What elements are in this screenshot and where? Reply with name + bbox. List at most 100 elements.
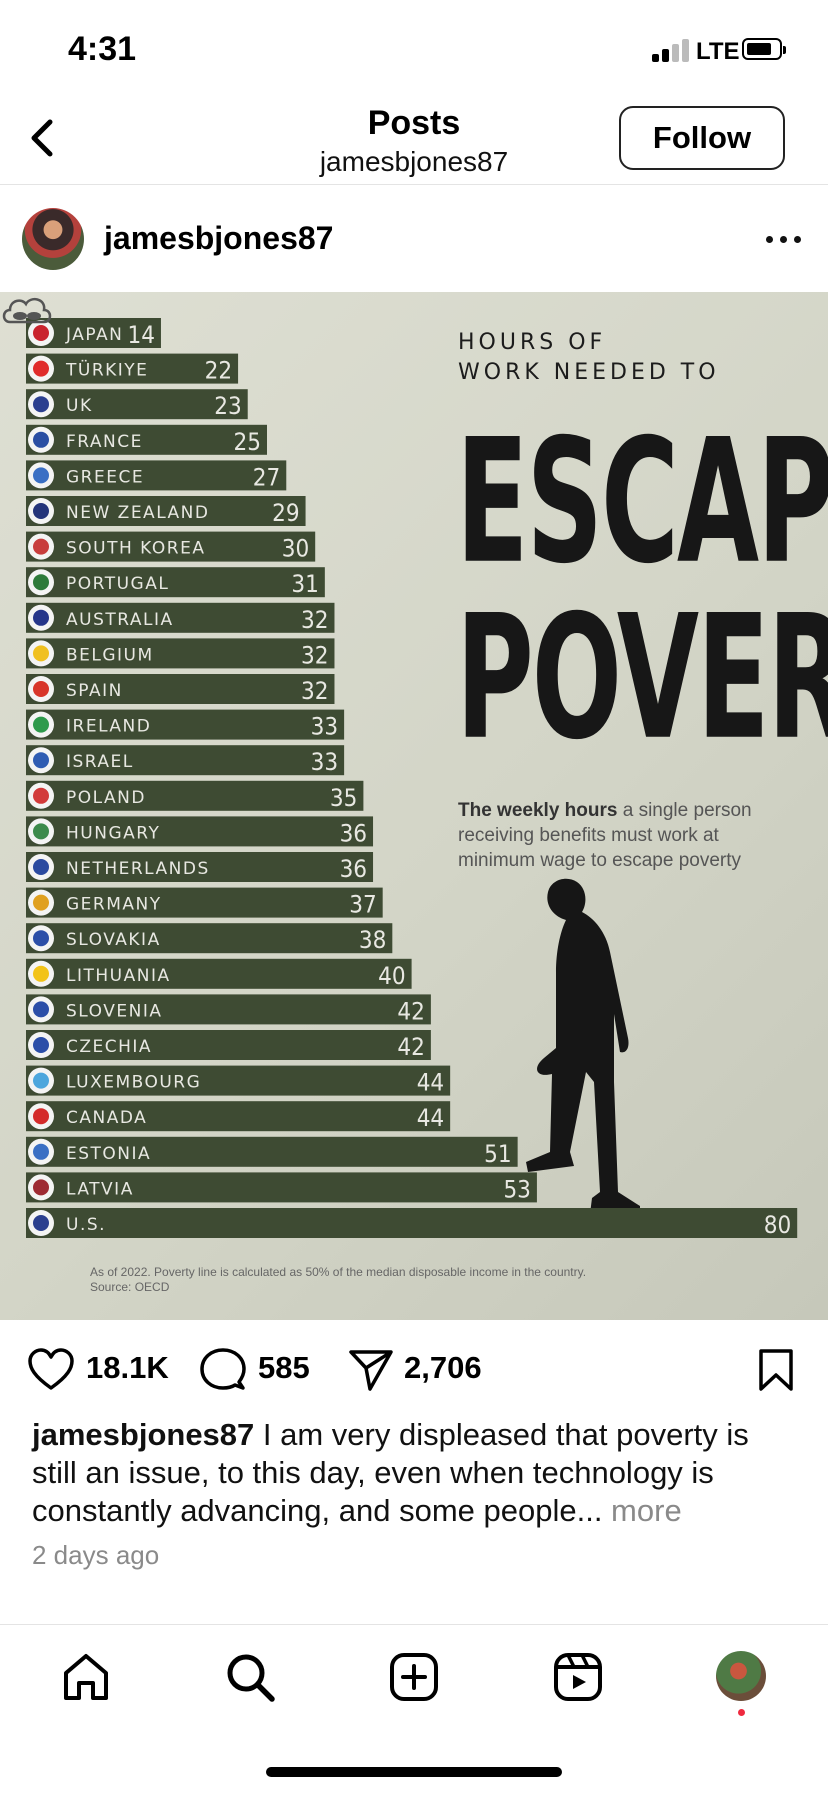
status-bar: 4:31 LTE — [0, 0, 828, 100]
flag-color-mark — [33, 574, 49, 591]
flag-color-mark — [33, 894, 49, 911]
value-label: 44 — [417, 1069, 444, 1097]
poster-heading-line2: WORK NEEDED TO — [458, 360, 720, 385]
value-label: 22 — [205, 357, 232, 385]
category-label: GREECE — [66, 467, 144, 487]
bar — [26, 994, 431, 1025]
value-label: 42 — [397, 1033, 424, 1061]
bar — [26, 496, 306, 526]
caption-username[interactable]: jamesbjones87 — [32, 1417, 255, 1452]
bar-row: BELGIUM 32 — [26, 638, 335, 669]
flag-color-mark — [33, 859, 49, 875]
category-label: U.S. — [66, 1215, 106, 1235]
flag-color-mark — [33, 930, 49, 947]
value-label: 37 — [349, 891, 376, 919]
flag-color-mark — [33, 1179, 49, 1196]
bar-row: SLOVAKIA 38 — [26, 923, 393, 954]
flag-color-mark — [33, 787, 49, 804]
poster-footnote: As of 2022. Poverty line is calculated a… — [90, 1265, 586, 1295]
shares-count[interactable]: 2,706 — [404, 1350, 482, 1385]
more-options-icon[interactable] — [766, 236, 802, 244]
bar-row: NEW ZEALAND 29 — [26, 496, 306, 527]
bar-row: CANADA 44 — [26, 1101, 451, 1132]
category-label: GERMANY — [66, 895, 162, 915]
bar-row: JAPAN 14 — [26, 318, 161, 349]
bar — [26, 531, 316, 562]
value-label: 25 — [234, 428, 261, 456]
category-label: SOUTH KOREA — [66, 539, 205, 559]
flag-color-mark — [33, 538, 49, 555]
post-timestamp: 2 days ago — [32, 1540, 160, 1570]
bar-chart: JAPAN 14 TÜRKIYE 22 UK 23 FRANCE 25 GREECE 27 NEW … — [26, 318, 798, 1239]
bar-row: AUSTRALIA 32 — [26, 602, 335, 634]
heart-icon[interactable] — [28, 1348, 74, 1392]
category-label: SPAIN — [66, 681, 123, 701]
bar-row: POLAND 35 — [26, 780, 364, 812]
bar — [26, 709, 345, 740]
flag-color-mark — [33, 1108, 49, 1125]
value-label: 30 — [282, 535, 309, 563]
page-title: Posts — [367, 104, 461, 142]
flag-color-mark — [33, 1001, 49, 1018]
bar — [26, 1030, 431, 1060]
likes-count[interactable]: 18.1K — [86, 1350, 169, 1385]
back-chevron-icon[interactable] — [22, 116, 66, 160]
category-label: CZECHIA — [66, 1037, 152, 1057]
share-icon[interactable] — [348, 1348, 394, 1392]
bar — [26, 1136, 518, 1167]
comments-count[interactable]: 585 — [258, 1350, 310, 1385]
home-icon[interactable] — [60, 1651, 112, 1703]
cloud-logo-icon — [2, 297, 52, 324]
value-label: 53 — [503, 1175, 530, 1203]
bar — [26, 602, 335, 633]
value-label: 35 — [330, 784, 357, 812]
poster-heading: HOURS OF WORK NEEDED TO — [458, 328, 720, 388]
category-label: NETHERLANDS — [66, 859, 210, 879]
follow-button[interactable]: Follow — [619, 106, 785, 170]
bar-row: GERMANY 37 — [26, 887, 383, 919]
comment-icon[interactable] — [200, 1348, 246, 1392]
poster-note-line2: Source: OECD — [90, 1280, 170, 1294]
create-icon[interactable] — [388, 1651, 440, 1703]
search-icon[interactable] — [224, 1651, 276, 1703]
category-label: POLAND — [66, 788, 146, 808]
page-subtitle: jamesbjones87 — [319, 146, 509, 177]
category-label: JAPAN — [65, 325, 123, 345]
flag-color-mark — [33, 752, 49, 769]
home-indicator — [266, 1767, 562, 1777]
avatar[interactable] — [22, 208, 84, 270]
bar-row: TÜRKIYE 22 — [26, 353, 239, 385]
category-label: ISRAEL — [66, 752, 134, 772]
bar — [26, 780, 364, 811]
profile-avatar-icon[interactable] — [716, 1651, 766, 1701]
category-label: ESTONIA — [66, 1144, 151, 1164]
value-label: 51 — [484, 1140, 511, 1168]
category-label: NEW ZEALAND — [66, 503, 210, 523]
bookmark-icon[interactable] — [756, 1348, 796, 1392]
category-label: CANADA — [66, 1108, 147, 1128]
bar — [26, 1101, 451, 1132]
category-label: LITHUANIA — [66, 966, 171, 986]
bar — [26, 958, 412, 989]
caption-text: I am very displeased that poverty is sti… — [32, 1417, 749, 1528]
value-label: 44 — [417, 1104, 444, 1132]
flag-color-mark — [33, 1037, 49, 1053]
bar — [26, 1065, 451, 1096]
flag-color-mark — [33, 360, 49, 377]
bar-row: U.S. 80 — [26, 1208, 798, 1239]
value-label: 40 — [378, 962, 405, 990]
value-label: 36 — [340, 855, 367, 883]
post-username[interactable]: jamesbjones87 — [104, 220, 334, 256]
value-label: 29 — [272, 499, 299, 527]
category-label: PORTUGAL — [66, 574, 169, 594]
poster-title-line1: ESCAPE — [456, 401, 828, 602]
value-label: 32 — [301, 606, 328, 634]
post-image: JAPAN 14 TÜRKIYE 22 UK 23 FRANCE 25 GREECE 27 NEW … — [0, 292, 828, 1320]
bar-row: SOUTH KOREA 30 — [26, 531, 316, 563]
caption-more-link[interactable]: more — [602, 1493, 682, 1528]
flag-color-mark — [33, 965, 49, 982]
value-label: 36 — [340, 819, 367, 847]
flag-color-mark — [33, 1215, 49, 1231]
flag-color-mark — [33, 325, 49, 341]
reels-icon[interactable] — [552, 1651, 604, 1703]
